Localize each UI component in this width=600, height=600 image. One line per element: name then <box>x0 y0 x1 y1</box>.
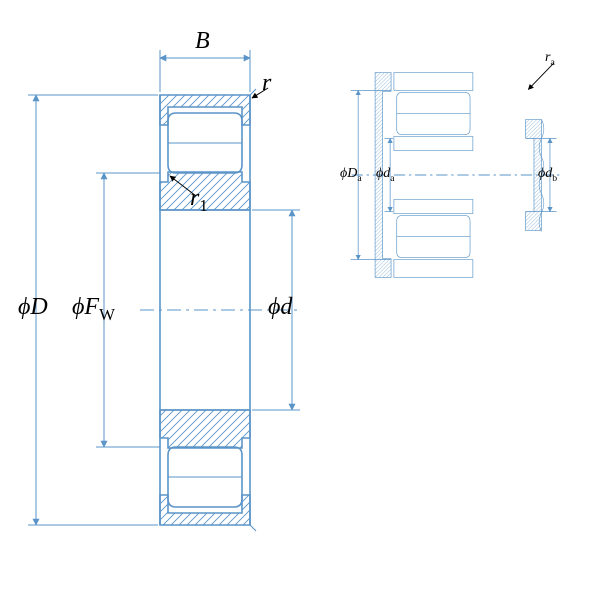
label-Da: ϕDa <box>340 166 362 184</box>
label-r1: r1 <box>190 185 208 216</box>
label-r: r <box>262 70 271 97</box>
left-view <box>28 50 300 531</box>
label-d: ϕd <box>268 294 292 321</box>
label-da: ϕda <box>376 166 395 184</box>
label-B: B <box>195 28 210 55</box>
label-D: ϕD <box>18 294 48 321</box>
label-Fw: ϕFW <box>72 294 115 325</box>
label-db: ϕdb <box>538 166 557 184</box>
label-ra: ra <box>545 50 555 68</box>
